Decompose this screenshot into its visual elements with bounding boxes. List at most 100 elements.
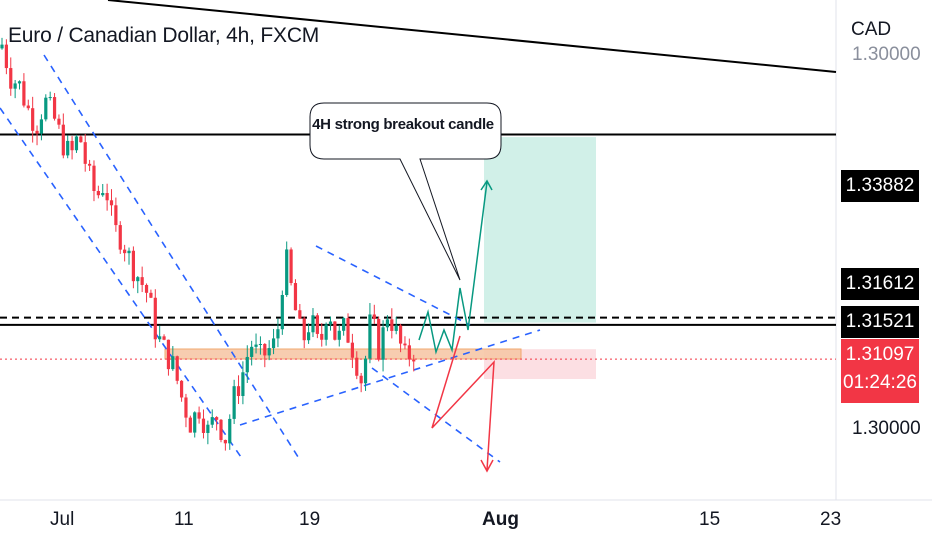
candle-body <box>144 284 149 293</box>
candle-body <box>149 292 153 298</box>
candle-body <box>337 330 341 340</box>
candle-body <box>390 319 394 331</box>
candle-body <box>188 417 192 433</box>
current-price-value: 1.31097 <box>845 344 915 365</box>
candle-body <box>153 297 157 340</box>
candle-body <box>236 386 241 397</box>
candle-body <box>13 83 17 89</box>
current-price-label: 1.31097 01:24:26 <box>841 339 919 403</box>
chart-title: Euro / Canadian Dollar, 4h, FXCM <box>8 24 320 47</box>
candle-body <box>31 108 35 131</box>
price-level-label[interactable]: 1.31612 <box>841 268 919 300</box>
candle-body <box>381 327 385 360</box>
candle-body <box>79 136 83 143</box>
candle-body <box>311 315 315 333</box>
candle-body <box>241 372 245 397</box>
candle-body <box>118 225 122 250</box>
candle-body <box>219 419 223 440</box>
x-tick-label: 11 <box>174 509 194 530</box>
candle-body <box>320 333 324 340</box>
candle-body <box>70 140 74 151</box>
candle-body <box>193 412 197 433</box>
candle-body <box>324 324 328 340</box>
channel-line-lower <box>0 107 244 461</box>
callout-text: 4H strong breakout candle <box>312 116 494 133</box>
candle-body <box>162 336 166 340</box>
candle-body <box>39 119 44 134</box>
candle-body <box>184 397 188 418</box>
candle-body <box>131 250 135 282</box>
candle-body <box>315 315 319 334</box>
candle-body <box>403 343 407 346</box>
projection-arrowhead-up <box>480 179 493 191</box>
candle-body <box>197 412 201 419</box>
candle-body <box>210 417 214 425</box>
candle-body <box>285 249 289 295</box>
candle-body <box>17 81 22 84</box>
candle-body <box>377 319 381 360</box>
candle-body <box>293 283 298 311</box>
candle-body <box>48 97 52 99</box>
candle-body <box>350 342 354 358</box>
candle-body <box>223 439 227 444</box>
candle-body <box>232 386 236 419</box>
candle-body <box>328 321 333 325</box>
candle-body <box>276 329 280 339</box>
candle-body <box>92 165 96 192</box>
candle-body <box>74 136 79 151</box>
candle-body <box>245 356 249 373</box>
currency-label: CAD <box>851 19 892 40</box>
callout-bubble <box>309 102 502 281</box>
candle-body <box>289 249 293 284</box>
support-zone <box>164 348 522 360</box>
candle-body <box>271 338 276 349</box>
candle-body <box>307 332 311 341</box>
downtrend-line <box>107 0 837 73</box>
price-level-label[interactable]: 1.33882 <box>841 170 919 202</box>
candle-body <box>9 68 13 89</box>
candle-body <box>114 205 118 226</box>
candle-body <box>398 325 403 344</box>
candle-body <box>258 344 263 346</box>
bar-countdown: 01:24:26 <box>843 372 917 393</box>
candle-body <box>363 358 368 384</box>
projection-path-down <box>431 335 495 471</box>
x-tick-label: 23 <box>820 509 842 530</box>
candle-body <box>44 97 48 120</box>
candle-body <box>372 314 376 320</box>
channel-line-upper <box>43 54 301 461</box>
candle-body <box>158 336 162 340</box>
candle-body <box>263 344 267 356</box>
candle-body <box>215 417 219 420</box>
y-tick-label: 1.30000 <box>852 44 921 65</box>
candle-body <box>355 357 359 376</box>
candle-body <box>407 345 411 360</box>
candle-body <box>302 318 306 341</box>
projection-arrowhead-down <box>480 459 494 473</box>
candle-body <box>22 81 26 106</box>
candle-body <box>206 424 210 433</box>
triangle-resistance-line <box>315 245 471 326</box>
candle-body <box>26 105 30 109</box>
candle-body <box>61 124 65 156</box>
candle-body <box>96 191 100 196</box>
candle-body <box>267 348 271 356</box>
candle-body <box>201 418 206 433</box>
candle-body <box>123 249 127 254</box>
triangle-support-line <box>239 329 541 426</box>
candle-body <box>57 118 61 125</box>
y-tick-label: 1.30000 <box>852 418 921 439</box>
candle-body <box>346 318 350 343</box>
candle-body <box>298 310 302 319</box>
candle-body <box>0 44 4 49</box>
candle-body <box>105 193 109 201</box>
candle-body <box>368 314 372 359</box>
candle-body <box>385 319 390 328</box>
candle-body <box>171 356 175 370</box>
price-level-label[interactable]: 1.31521 <box>841 306 919 338</box>
candle-body <box>280 294 284 330</box>
x-tick-label: 15 <box>699 509 721 530</box>
candle-body <box>359 375 363 384</box>
